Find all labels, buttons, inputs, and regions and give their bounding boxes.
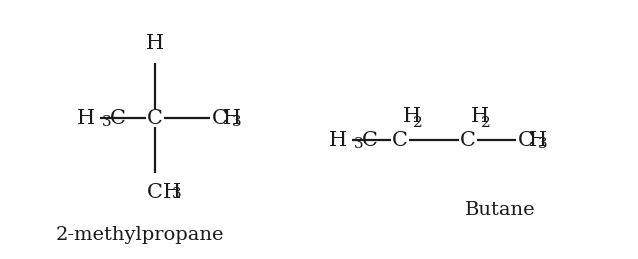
Text: H: H: [77, 109, 95, 127]
Text: 3: 3: [172, 187, 182, 201]
Text: H: H: [403, 107, 421, 126]
Text: C: C: [147, 183, 163, 202]
Text: 3: 3: [538, 137, 547, 151]
Text: C: C: [362, 131, 378, 149]
Text: H: H: [163, 183, 181, 202]
Text: 3: 3: [102, 115, 112, 129]
Text: 3: 3: [232, 115, 242, 129]
Text: C: C: [392, 131, 408, 149]
Text: 3: 3: [354, 137, 364, 151]
Text: H: H: [329, 131, 347, 149]
Text: C: C: [518, 131, 534, 149]
Text: 2: 2: [481, 116, 491, 130]
Text: H: H: [146, 34, 164, 53]
Text: H: H: [529, 131, 547, 149]
Text: Butane: Butane: [464, 201, 535, 219]
Text: C: C: [460, 131, 476, 149]
Text: C: C: [147, 109, 163, 127]
Text: H: H: [471, 107, 489, 126]
Text: 2-methylpropane: 2-methylpropane: [56, 226, 224, 244]
Text: H: H: [223, 109, 241, 127]
Text: C: C: [212, 109, 228, 127]
Text: C: C: [110, 109, 126, 127]
Text: 2: 2: [413, 116, 423, 130]
